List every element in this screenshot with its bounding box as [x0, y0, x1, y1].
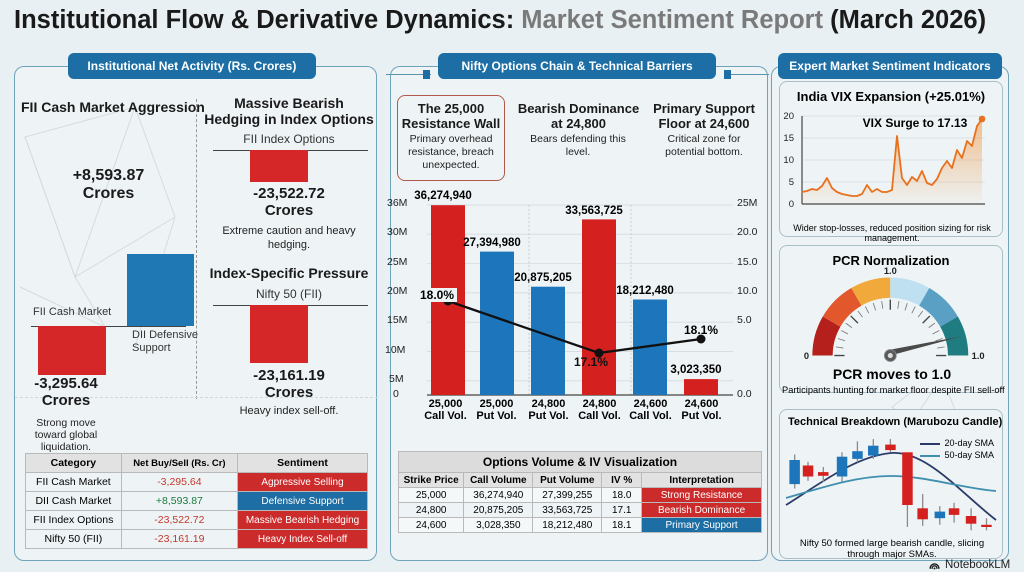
svg-text:15: 15 — [783, 133, 794, 144]
svg-text:1.0: 1.0 — [884, 266, 897, 276]
svg-text:0: 0 — [804, 351, 809, 361]
svg-text:20: 20 — [783, 111, 794, 122]
svg-text:10: 10 — [783, 155, 794, 166]
svg-text:1.0: 1.0 — [972, 351, 985, 361]
svg-text:0: 0 — [789, 199, 794, 210]
svg-text:5: 5 — [789, 177, 794, 188]
